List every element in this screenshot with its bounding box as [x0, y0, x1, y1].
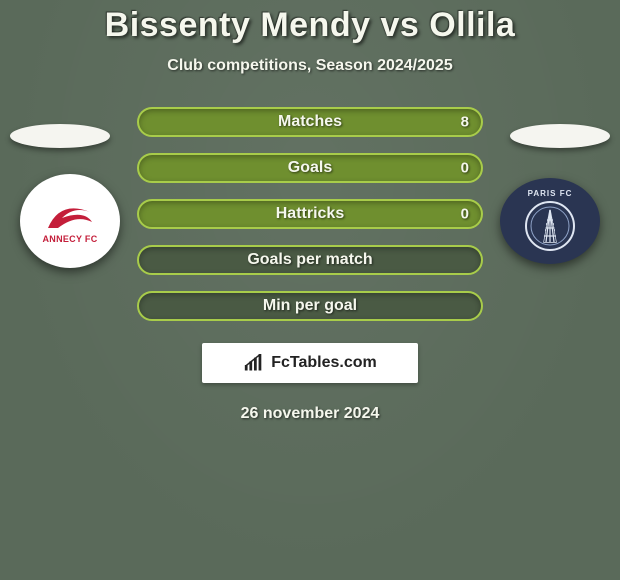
brand-box: FcTables.com [202, 343, 418, 383]
stat-label: Min per goal [263, 297, 357, 315]
subtitle: Club competitions, Season 2024/2025 [0, 57, 620, 75]
parisfc-label: PARIS FC [524, 189, 576, 198]
parisfc-logo: PARIS FC [524, 189, 576, 254]
date-text: 26 november 2024 [0, 405, 620, 423]
stat-row: Goals 0 [137, 153, 483, 183]
stat-row: Min per goal [137, 291, 483, 321]
brand-text: FcTables.com [271, 354, 377, 372]
stat-value-right: 0 [461, 160, 469, 177]
annecy-label: ANNECY FC [40, 234, 100, 244]
stat-label: Goals [288, 159, 332, 177]
player-right-photo [510, 124, 610, 148]
player-left-photo [10, 124, 110, 148]
stat-value-right: 0 [461, 206, 469, 223]
club-badge-right: PARIS FC [500, 178, 600, 264]
page-title: Bissenty Mendy vs Ollila [0, 6, 620, 45]
stat-row: Goals per match [137, 245, 483, 275]
annecy-logo: ANNECY FC [40, 198, 100, 244]
stat-row: Hattricks 0 [137, 199, 483, 229]
stat-value-right: 8 [461, 114, 469, 131]
parisfc-circle-icon [524, 200, 576, 252]
stat-label: Hattricks [276, 205, 344, 223]
club-badge-left: ANNECY FC [20, 174, 120, 268]
stat-label: Goals per match [247, 251, 372, 269]
annecy-swoosh-icon [40, 198, 100, 234]
brand-chart-icon [243, 354, 265, 372]
stat-row: Matches 8 [137, 107, 483, 137]
stat-label: Matches [278, 113, 342, 131]
